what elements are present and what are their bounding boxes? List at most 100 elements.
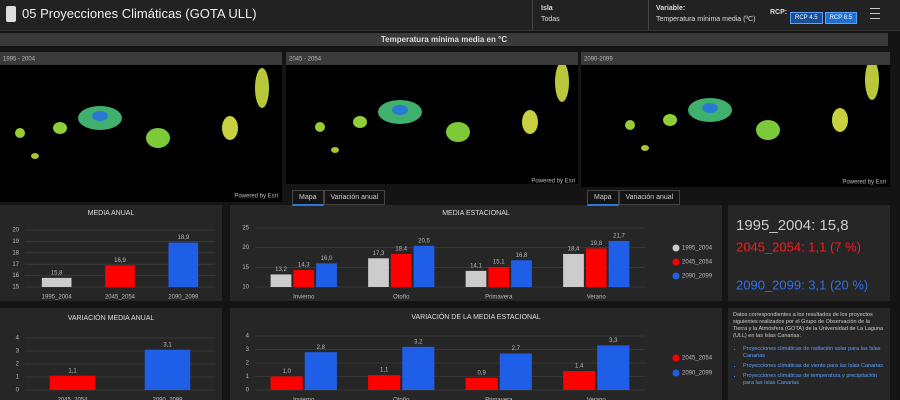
value-label: 16,9 [114, 258, 126, 264]
bar [413, 245, 435, 287]
map-tabs: Mapa Variación anual [292, 186, 386, 206]
y-tick-label: 19 [12, 239, 19, 245]
y-tick-label: 25 [242, 226, 249, 232]
bar [316, 263, 337, 287]
info-text: Datos correspondientes a los resultados … [733, 312, 884, 339]
menu-button[interactable] [870, 8, 880, 19]
panel [728, 308, 890, 400]
legend-swatch [672, 244, 680, 252]
rcp-label: RCP: [770, 9, 788, 16]
chart-title: MEDIA ESTACIONAL [442, 210, 510, 217]
bar [270, 376, 303, 390]
y-tick-label: 0 [16, 388, 20, 394]
bar [168, 242, 199, 287]
map-credit: Powered by Esri [234, 194, 278, 200]
map-period: 1995 - 2004 [3, 57, 36, 63]
value-label: 0,9 [478, 370, 487, 376]
y-tick-label: 15 [12, 285, 19, 291]
x-tick-label: 2090_2099 [152, 398, 183, 400]
y-tick-label: 4 [16, 336, 20, 342]
value-label: 16,8 [516, 253, 528, 259]
isla-value[interactable]: Todas [541, 16, 560, 23]
value-label: 15,1 [493, 260, 505, 266]
legend-label: 2045_2054 [682, 260, 713, 266]
bar [563, 371, 596, 390]
tab[interactable]: Mapa [587, 190, 619, 206]
y-tick-label: 15 [242, 265, 249, 271]
bar [49, 375, 96, 390]
map-period: 2090-2099 [584, 57, 613, 63]
bar [144, 349, 191, 390]
bar [368, 375, 401, 390]
bar [465, 377, 498, 390]
summary-line: 2090_2099: 3,1 (20 %) [736, 277, 868, 292]
rcp-button[interactable]: RCP 8.5 [824, 12, 858, 24]
tab[interactable]: Variación anual [323, 190, 386, 205]
y-tick-label: 3 [246, 347, 250, 353]
info-link[interactable]: Proyecciones climáticas de radiación sol… [743, 346, 885, 360]
tab[interactable]: Variación anual [618, 190, 681, 205]
y-tick-label: 3 [16, 349, 20, 355]
x-tick-label: Verano [587, 295, 607, 301]
bar [465, 270, 487, 287]
map-panel: 1995 - 2004 2045 - 2054 2090-2099 Powere… [0, 52, 890, 202]
legend-label: 1995_2004 [682, 246, 713, 252]
legend-label: 2090_2099 [682, 371, 713, 377]
y-tick-label: 2 [246, 361, 250, 367]
chart-title: VARIACIÓN MEDIA ANUAL [68, 313, 155, 322]
info-panel: Datos correspondientes a los resultados … [733, 312, 885, 390]
x-tick-label: 1995_2004 [42, 295, 73, 301]
tab[interactable]: Mapa [292, 190, 324, 206]
value-label: 1,4 [575, 364, 584, 370]
value-label: 18,4 [395, 247, 407, 253]
bar [585, 248, 607, 287]
rcp-button[interactable]: RCP 4.5 [790, 12, 823, 24]
bar [270, 274, 292, 287]
map-credit: Powered by Esri [842, 180, 886, 186]
legend-swatch [672, 369, 680, 377]
info-link[interactable]: Proyecciones climáticas de viento para l… [743, 363, 885, 370]
divider [532, 0, 533, 30]
value-label: 1,1 [380, 368, 389, 374]
bar [563, 253, 584, 287]
value-label: 1,0 [283, 369, 292, 375]
x-tick-label: Otoño [393, 295, 410, 301]
variable-value[interactable]: Temperatura mínima media (ºC) [656, 16, 756, 23]
value-label: 20,5 [418, 238, 430, 244]
summary-line: 1995_2004: 15,8 [736, 217, 849, 234]
map-period: 2045 - 2054 [289, 57, 322, 63]
bar [597, 345, 630, 390]
x-tick-label: 2045_2054 [57, 398, 88, 400]
logo [6, 6, 16, 22]
value-label: 1,1 [68, 368, 77, 374]
x-tick-label: Invierno [293, 295, 315, 301]
x-tick-label: 2090_2099 [168, 295, 199, 301]
map-tabs: Mapa Variación anual [587, 186, 681, 206]
map-title: Temperatura mínima media en °C [0, 33, 888, 46]
rcp-buttons: RCP 4.5 RCP 8.5 [788, 6, 858, 24]
value-label: 3,3 [609, 338, 618, 344]
panel [728, 205, 890, 301]
bar [488, 266, 510, 287]
info-link[interactable]: Proyecciones climáticas de temperatura y… [743, 373, 885, 387]
x-tick-label: Primavera [485, 295, 513, 301]
value-label: 13,2 [275, 267, 287, 273]
bar [105, 265, 135, 287]
x-tick-label: Verano [587, 398, 607, 400]
value-label: 15,8 [51, 270, 63, 276]
value-label: 17,3 [373, 251, 385, 257]
bar [293, 270, 315, 287]
value-label: 14,3 [298, 263, 310, 269]
value-label: 16,0 [321, 256, 333, 262]
value-label: 21,7 [613, 234, 625, 240]
y-tick-label: 18 [12, 250, 19, 256]
y-tick-label: 1 [16, 375, 20, 381]
bar [41, 277, 72, 287]
header: 05 Proyecciones Climáticas (GOTA ULL) Is… [0, 0, 900, 31]
bar [499, 353, 532, 390]
summary-line: 2045_2054: 1,1 (7 %) [736, 239, 861, 254]
x-tick-label: Invierno [293, 398, 315, 400]
bar [511, 260, 532, 287]
